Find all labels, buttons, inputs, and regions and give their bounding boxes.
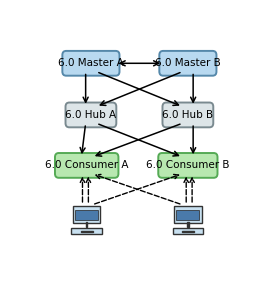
Text: 6.0 Hub A: 6.0 Hub A [65, 110, 116, 120]
Bar [81, 231, 93, 232]
Text: 6.0 Consumer B: 6.0 Consumer B [146, 160, 230, 170]
Bar [187, 222, 188, 227]
FancyBboxPatch shape [72, 228, 102, 234]
Text: 6.0 Master B: 6.0 Master B [155, 58, 221, 68]
Text: 6.0 Master A: 6.0 Master A [58, 58, 124, 68]
FancyBboxPatch shape [62, 51, 119, 76]
FancyBboxPatch shape [159, 51, 217, 76]
FancyBboxPatch shape [176, 210, 199, 221]
FancyBboxPatch shape [66, 103, 116, 127]
Bar [182, 231, 194, 232]
FancyBboxPatch shape [174, 206, 202, 223]
FancyBboxPatch shape [75, 210, 98, 221]
Text: 6.0 Hub B: 6.0 Hub B [162, 110, 214, 120]
Bar [86, 222, 87, 227]
Text: 6.0 Consumer A: 6.0 Consumer A [45, 160, 128, 170]
FancyBboxPatch shape [55, 153, 118, 178]
FancyBboxPatch shape [162, 103, 213, 127]
FancyBboxPatch shape [73, 206, 100, 223]
FancyBboxPatch shape [158, 153, 218, 178]
FancyBboxPatch shape [173, 228, 203, 234]
